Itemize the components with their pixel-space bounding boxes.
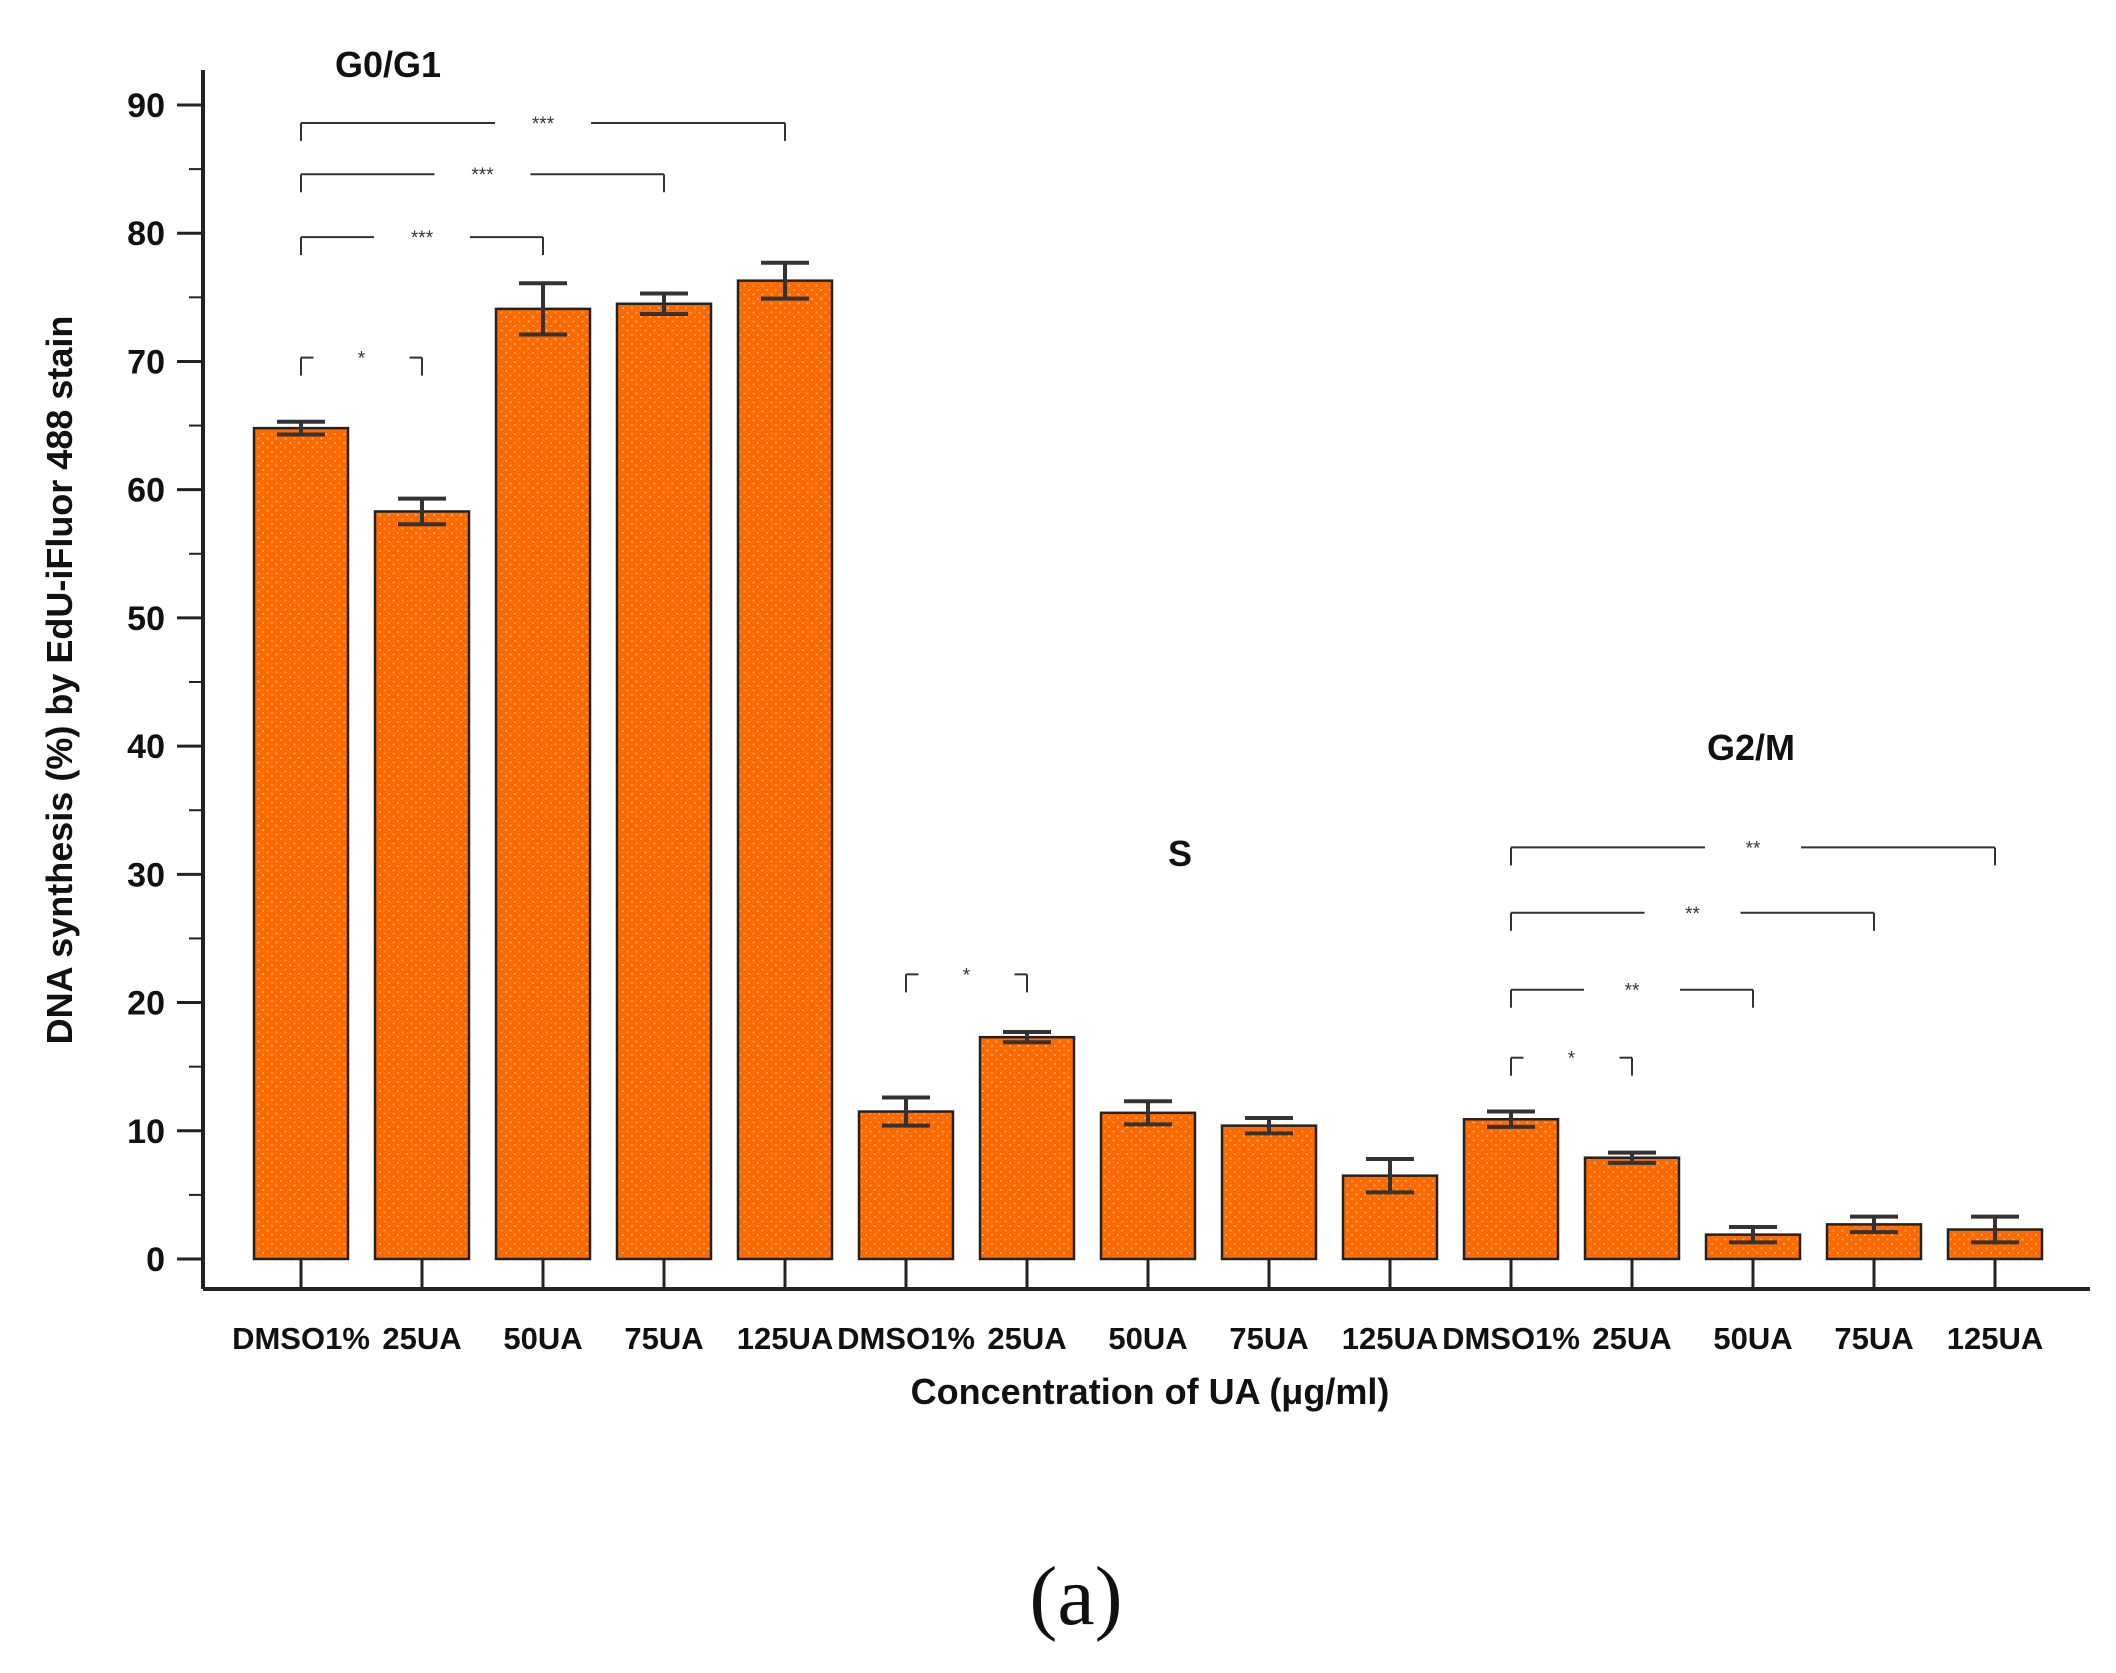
bar-texture	[1103, 1114, 1193, 1257]
labels: 0 10 20 30 40 50 60 70 80 90 DMSO1% 25UA 50UA 75UA 125…	[127, 44, 2043, 1356]
error-bars	[277, 260, 2019, 1245]
group-label: G0/G1	[335, 44, 441, 85]
x-tick-label: 75UA	[624, 1321, 703, 1356]
y-axis-title: DNA synthesis (%) by EdU-iFluor 488 stai…	[39, 316, 80, 1045]
x-tick-label: 125UA	[1342, 1321, 1439, 1356]
y-tick-label: 50	[127, 600, 165, 638]
bar-texture	[861, 1113, 951, 1257]
x-tick-label: 25UA	[987, 1321, 1066, 1356]
x-tick-label: 50UA	[1108, 1321, 1187, 1356]
x-tick-label: DMSO1%	[1442, 1321, 1580, 1356]
y-tick-label: 40	[127, 728, 165, 766]
bar-texture	[498, 310, 588, 1258]
significance-label: ***	[532, 114, 555, 135]
y-tick-label: 30	[127, 856, 165, 894]
significance-label: *	[1568, 1049, 1576, 1070]
x-tick-label: 25UA	[1592, 1321, 1671, 1356]
bar-texture	[619, 305, 709, 1257]
group-label: G2/M	[1707, 727, 1795, 768]
significance-label: **	[1625, 981, 1640, 1002]
y-tick-label: 90	[127, 87, 165, 125]
bar-texture	[1587, 1159, 1677, 1257]
y-tick-label: 60	[127, 472, 165, 510]
x-tick-label: 75UA	[1229, 1321, 1308, 1356]
bar-texture	[982, 1039, 1072, 1257]
significance-label: ***	[471, 165, 494, 186]
x-axis-title: Concentration of UA (μg/ml)	[911, 1371, 1390, 1412]
group-label: S	[1168, 833, 1192, 874]
x-tick-label: 50UA	[1713, 1321, 1792, 1356]
significance-label: *	[963, 965, 971, 986]
bars	[252, 279, 2044, 1261]
bar-texture	[1224, 1127, 1314, 1257]
x-tick-label: 75UA	[1834, 1321, 1913, 1356]
significance-label: **	[1746, 838, 1761, 859]
y-tick-label: 10	[127, 1113, 165, 1151]
significance-label: **	[1685, 904, 1700, 925]
significance-label: ***	[411, 228, 434, 249]
x-tick-label: 125UA	[737, 1321, 834, 1356]
y-tick-label: 70	[127, 343, 165, 381]
bar-texture	[1466, 1121, 1556, 1257]
x-tick-label: DMSO1%	[232, 1321, 370, 1356]
significance-brackets: ******************	[300, 114, 1996, 1076]
bar-texture	[377, 513, 467, 1257]
x-tick-label: DMSO1%	[837, 1321, 975, 1356]
bar-texture	[256, 430, 346, 1257]
significance-label: *	[358, 349, 366, 370]
x-tick-label: 25UA	[382, 1321, 461, 1356]
bar-texture	[740, 282, 830, 1258]
x-tick-label: 125UA	[1947, 1321, 2044, 1356]
panel-label: (a)	[1029, 1550, 1122, 1643]
axes	[177, 70, 2090, 1291]
y-tick-label: 0	[146, 1241, 165, 1279]
y-tick-label: 20	[127, 985, 165, 1023]
y-tick-label: 80	[127, 215, 165, 253]
x-tick-label: 50UA	[503, 1321, 582, 1356]
